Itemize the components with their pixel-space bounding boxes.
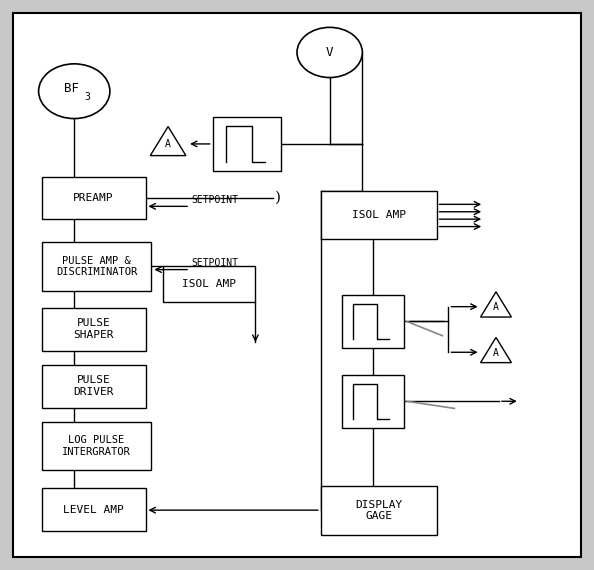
Text: A: A (493, 303, 499, 312)
Text: A: A (493, 348, 499, 358)
Bar (42, 422, 151, 470)
Text: DISPLAY
GAGE: DISPLAY GAGE (355, 500, 402, 521)
Text: V: V (326, 46, 333, 59)
Text: LOG PULSE
INTERGRATOR: LOG PULSE INTERGRATOR (62, 435, 131, 457)
Ellipse shape (297, 27, 362, 78)
Bar (321, 191, 437, 239)
Bar (342, 375, 404, 428)
Bar (321, 486, 437, 535)
Text: ISOL AMP: ISOL AMP (182, 279, 236, 289)
Text: ): ) (275, 191, 281, 205)
Bar (42, 177, 146, 219)
Bar (163, 266, 255, 302)
Bar (42, 308, 146, 351)
Bar (42, 488, 146, 531)
Polygon shape (481, 337, 511, 363)
Text: PULSE AMP &
DISCRIMINATOR: PULSE AMP & DISCRIMINATOR (56, 256, 137, 277)
Bar (213, 117, 281, 171)
Text: LEVEL AMP: LEVEL AMP (63, 505, 124, 515)
Text: PULSE
DRIVER: PULSE DRIVER (73, 376, 114, 397)
Text: SETPOINT: SETPOINT (192, 258, 239, 268)
Polygon shape (150, 127, 186, 156)
Text: ISOL AMP: ISOL AMP (352, 210, 406, 220)
Bar (42, 365, 146, 408)
Bar (42, 242, 151, 291)
Text: PULSE
SHAPER: PULSE SHAPER (73, 319, 114, 340)
Text: SETPOINT: SETPOINT (192, 194, 239, 205)
Bar (342, 295, 404, 348)
Polygon shape (481, 292, 511, 317)
Text: A: A (165, 140, 171, 149)
Text: BF: BF (64, 83, 79, 95)
Text: 3: 3 (84, 92, 90, 102)
Ellipse shape (39, 64, 110, 119)
Text: PREAMP: PREAMP (73, 193, 114, 203)
